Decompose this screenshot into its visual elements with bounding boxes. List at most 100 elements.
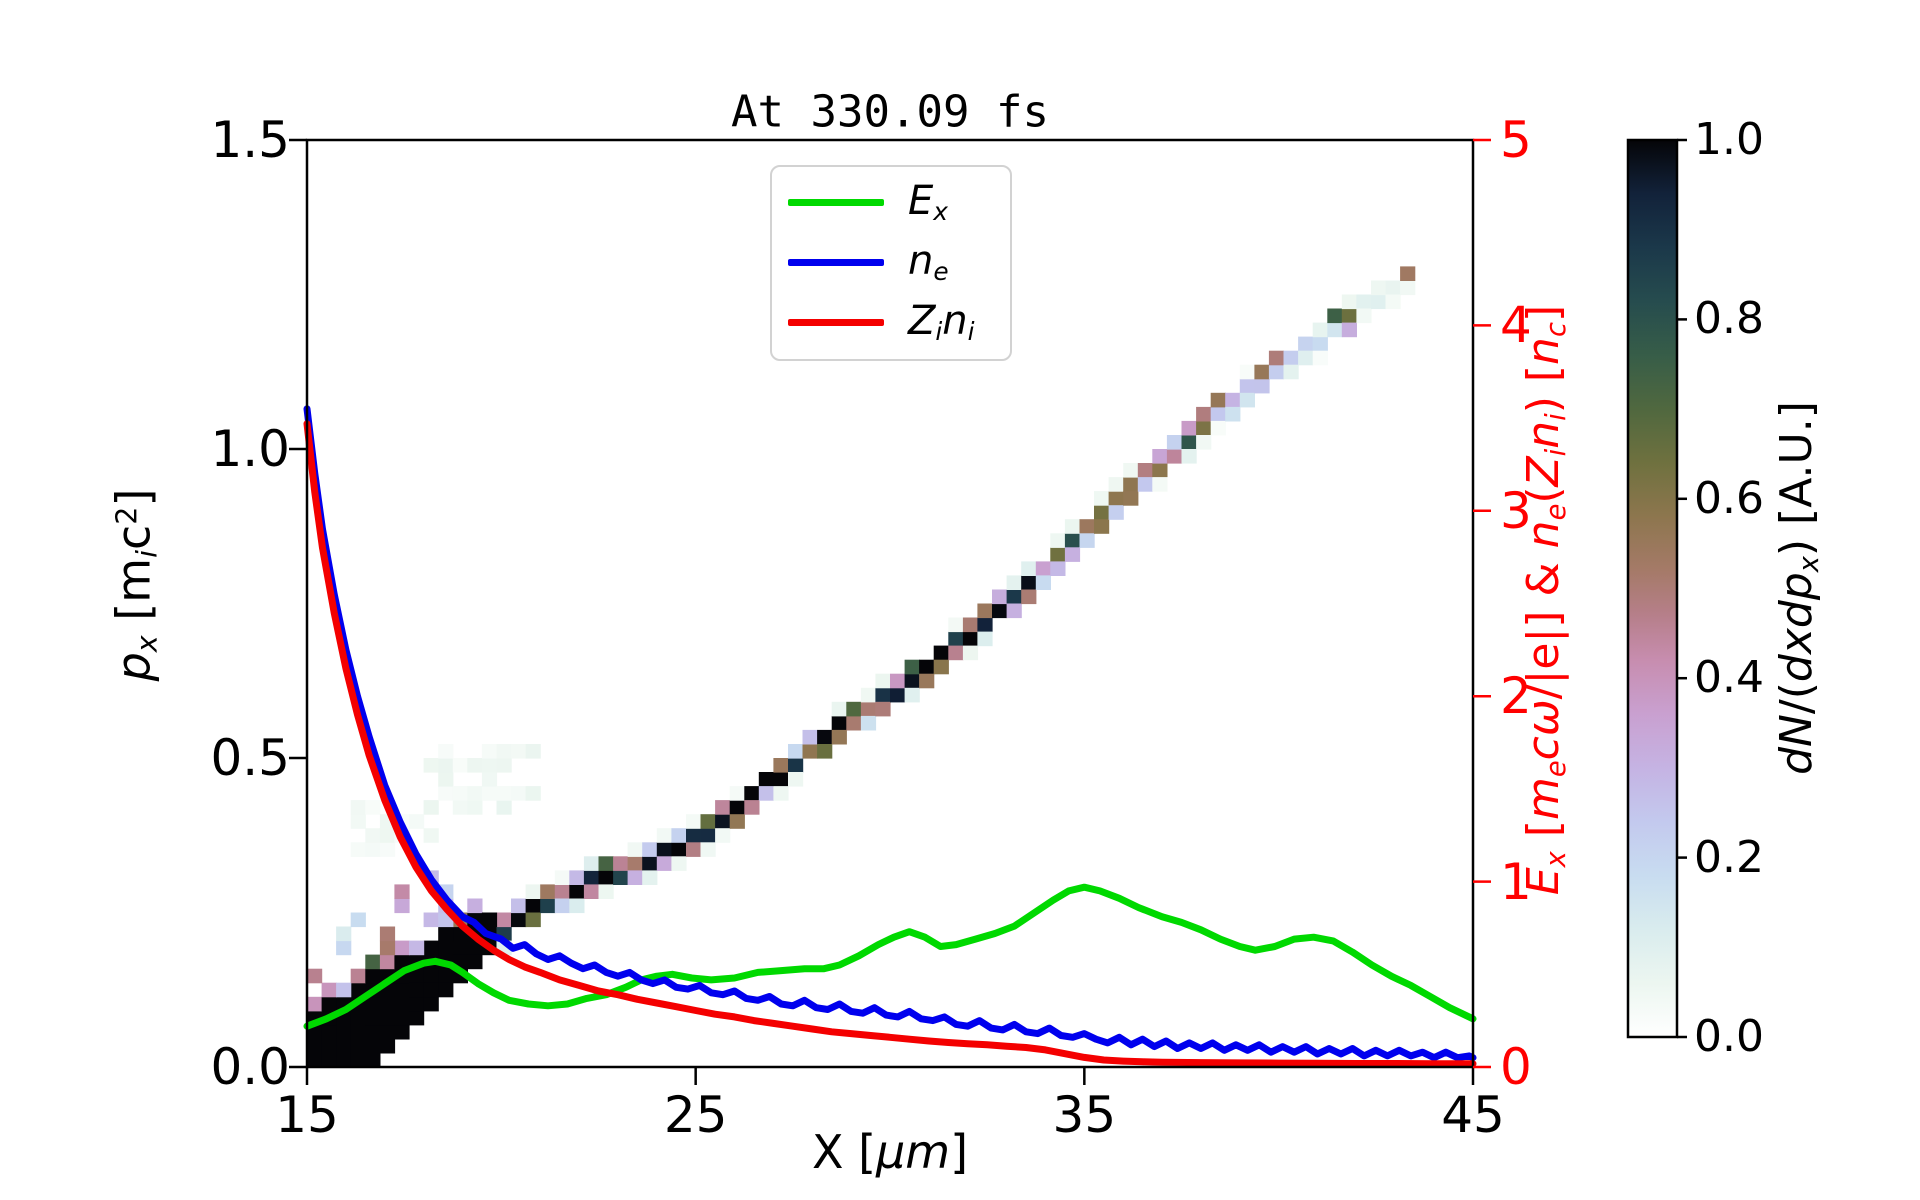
heatmap-cell	[1108, 491, 1124, 506]
heatmap-cell	[394, 996, 410, 1012]
heatmap-cell	[409, 996, 425, 1012]
axes-layer	[289, 138, 1491, 1085]
heatmap-cell	[423, 996, 439, 1012]
heatmap-cell	[336, 1053, 352, 1068]
heatmap-cell	[1312, 336, 1328, 352]
heatmap-cell	[409, 814, 425, 829]
heatmap-cell	[540, 884, 556, 899]
label-part: E	[908, 178, 934, 224]
heatmap-cell	[1254, 364, 1270, 380]
heatmap-cell	[1050, 561, 1066, 576]
colorbar-frame	[1626, 138, 1679, 1039]
heatmap-cell	[467, 786, 483, 801]
heatmap-cell	[423, 982, 439, 998]
label-part: i	[935, 317, 943, 347]
heatmap-cell	[438, 982, 454, 998]
y-left-tick-label: 1.0	[210, 420, 290, 478]
heatmap-cell	[307, 1053, 323, 1068]
heatmap-cell	[656, 828, 672, 843]
y-right-tick-label: 5	[1500, 111, 1532, 169]
heatmap-cell	[321, 996, 337, 1012]
heatmap-cell	[1137, 463, 1153, 478]
heatmap-cell	[321, 982, 337, 998]
heatmap-cell	[1239, 392, 1255, 408]
heatmap-cell	[860, 701, 877, 717]
heatmap-cell	[1196, 420, 1212, 436]
heatmap-cell	[962, 617, 979, 633]
heatmap-cell	[1035, 575, 1051, 590]
heatmap-cell	[350, 912, 366, 928]
heatmap-cell	[409, 982, 425, 998]
heatmap-cell	[788, 758, 804, 773]
heatmap-cell	[321, 1038, 337, 1054]
heatmap-cell	[481, 786, 498, 801]
legend-line-swatch	[788, 259, 884, 267]
heatmap-cell	[1225, 392, 1241, 408]
heatmap-cell	[875, 687, 891, 703]
heatmap-cell	[365, 800, 381, 815]
heatmap-cell	[321, 1024, 337, 1040]
heatmap-cell	[1050, 533, 1066, 548]
x-tick-label: 15	[275, 1086, 339, 1144]
heatmap-cell	[525, 744, 541, 759]
heatmap-cell	[627, 856, 643, 871]
x-tick-label: 35	[1052, 1086, 1117, 1144]
y-right-tick-label: 2	[1500, 667, 1532, 726]
colorbar	[1626, 138, 1687, 1039]
heatmap-cell	[423, 940, 439, 956]
heatmap-cell	[788, 744, 804, 759]
line-series-layer	[303, 405, 1477, 1068]
heatmap-cell	[394, 1010, 410, 1026]
heatmap-cell	[875, 673, 891, 689]
heatmap-cell	[977, 631, 993, 647]
label-part: c	[106, 524, 161, 550]
heatmap-cell	[438, 968, 454, 984]
heatmap-cell	[1079, 519, 1095, 534]
heatmap-cell	[671, 842, 687, 857]
heatmap-cell	[350, 1053, 366, 1068]
heatmap-cell	[423, 828, 439, 843]
y-right-tick-label: 4	[1500, 296, 1532, 355]
heatmap-cell	[350, 968, 366, 984]
heatmap-cell	[525, 884, 541, 899]
heatmap-cell	[307, 1038, 323, 1054]
y-left-tick-label: 1.5	[210, 111, 290, 169]
heatmap-cell	[511, 744, 527, 759]
heatmap-cell	[1371, 294, 1387, 310]
heatmap-cell	[307, 1024, 323, 1040]
heatmap-cell	[1327, 322, 1343, 338]
heatmap-cell	[525, 786, 541, 801]
label-part: n	[908, 238, 934, 284]
heatmap-cell	[773, 758, 789, 773]
heatmap-cell	[350, 842, 366, 857]
heatmap-cell	[686, 842, 702, 857]
heatmap-cell	[307, 996, 323, 1012]
heatmap-cell	[525, 912, 541, 928]
heatmap-cell	[1196, 435, 1212, 450]
plot-title: At 330.09 fs	[731, 86, 1049, 138]
heatmap-cell	[438, 926, 454, 942]
heatmap-cell	[1254, 378, 1270, 394]
heatmap-cell	[1181, 435, 1197, 450]
heatmap-cell	[1094, 519, 1110, 534]
heatmap-cell	[525, 898, 541, 914]
heatmap-cell	[379, 842, 396, 857]
heatmap-cell	[627, 842, 643, 857]
heatmap-cell	[933, 645, 949, 661]
heatmap-cell	[802, 744, 818, 759]
heatmap-cell	[1166, 449, 1183, 464]
heatmap-cell	[569, 870, 585, 885]
heatmap-cell	[496, 912, 512, 928]
heatmap-cell	[336, 940, 352, 956]
heatmap-cell	[583, 884, 600, 899]
heatmap-cell	[379, 996, 396, 1012]
heatmap-cell	[1196, 406, 1212, 422]
label-part: /(	[1771, 682, 1823, 715]
heatmap-cell	[350, 800, 366, 815]
label-part: X [	[811, 1125, 877, 1179]
heatmap-cell	[1123, 463, 1139, 478]
heatmap-cell	[1356, 294, 1372, 310]
heatmap-cell	[1123, 477, 1139, 492]
legend-item-Zini: Zini	[788, 301, 1010, 345]
heatmap-cell	[642, 870, 658, 885]
